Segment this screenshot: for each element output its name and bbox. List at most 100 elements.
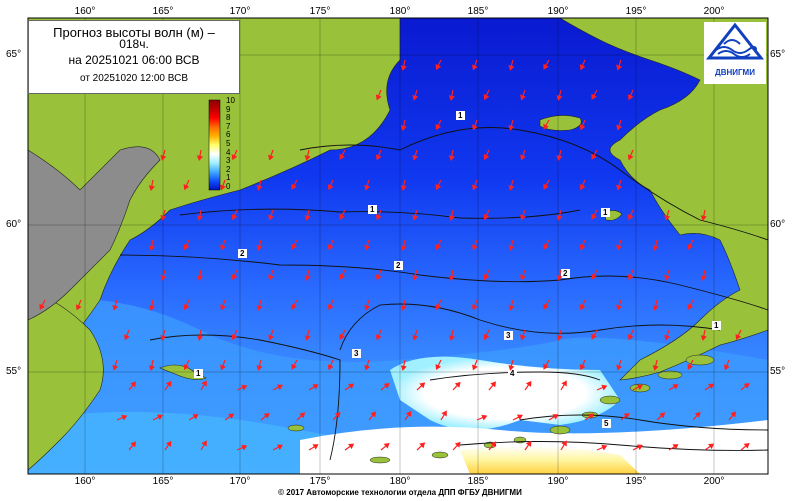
yellow-wave-area <box>460 446 640 474</box>
lon-label-top: 195° <box>625 6 647 17</box>
wave-arrow-head <box>112 304 119 311</box>
wave-arrow-head <box>556 155 563 161</box>
wave-arrow-head <box>520 214 526 221</box>
wave-arrow-head <box>616 244 623 251</box>
wave-arrow-head <box>543 243 549 250</box>
wave-arrow-head <box>627 94 634 101</box>
wave-arrow-head <box>708 383 715 390</box>
wave-arrow-head <box>435 63 442 70</box>
wave-arrow-head <box>543 303 549 310</box>
wave-arrow-head <box>471 184 478 191</box>
land-kamchatka <box>27 289 104 471</box>
wave-arrow-head <box>520 334 526 341</box>
wave-arrow-head <box>276 444 283 451</box>
wave-arrow-head <box>165 440 172 447</box>
wave-arrow-head <box>231 274 238 281</box>
wave-arrow-head <box>483 274 490 281</box>
lat-label-left: 60° <box>6 219 22 230</box>
lat-label-right: 65° <box>770 49 786 60</box>
wave-arrow-head <box>490 381 497 388</box>
wave-arrow-head <box>659 412 666 419</box>
wave-arrow-head <box>220 304 226 311</box>
wave-arrow-head <box>256 185 263 191</box>
wave-arrow-head <box>304 155 311 161</box>
wave-arrow-head <box>435 183 442 190</box>
wave-arrow-head <box>591 333 597 340</box>
wave-arrow-head <box>520 94 526 101</box>
high-wave-area <box>390 356 620 430</box>
wave-arrow-head <box>591 213 597 220</box>
wave-arrow-head <box>471 244 478 251</box>
wave-arrow-head <box>508 64 515 71</box>
wave-arrow-head <box>700 335 707 341</box>
graticule <box>28 18 768 474</box>
wave-arrow-head <box>579 364 586 371</box>
wave-arrow-head <box>327 364 334 371</box>
map-border <box>27 17 769 475</box>
wave-arrow-head <box>730 411 737 418</box>
lon-label-bottom: 170° <box>229 476 251 487</box>
wave-arrow-head <box>687 363 694 370</box>
wave-arrow-head <box>241 384 248 391</box>
contour-label: 2 <box>396 261 401 270</box>
wave-arrow-head <box>160 274 167 281</box>
wave-arrow-head <box>664 334 671 341</box>
wave-arrow-head <box>201 380 207 387</box>
wave-arrow-head <box>525 440 532 447</box>
wave-arrow-head <box>556 215 563 221</box>
wave-arrow-head <box>623 412 630 419</box>
legend-label: 2 <box>226 164 231 174</box>
wave-arrow-head <box>231 154 238 161</box>
wave-arrow-head <box>364 184 371 191</box>
wave-arrow-head <box>616 124 623 131</box>
wave-arrow-head <box>591 273 597 280</box>
title-forecast-time: на 20251021 06:00 ВСВ <box>68 53 200 67</box>
wave-arrow-head <box>448 95 455 101</box>
contour-2 <box>119 254 769 311</box>
wave-arrow-head <box>291 243 297 250</box>
wave-arrow-head <box>508 304 515 311</box>
contour-label-bg <box>602 419 611 428</box>
wave-arrow-head <box>579 184 586 191</box>
contour-3 <box>339 303 721 351</box>
lat-label-left: 65° <box>6 49 22 60</box>
wave-arrow-head <box>700 215 707 221</box>
wave-arrow-head <box>339 273 345 280</box>
legend-bar <box>208 99 221 191</box>
lon-label-top: 165° <box>152 6 174 17</box>
land-grey <box>27 146 161 321</box>
wave-arrow-head <box>375 94 382 101</box>
contour-label-bg <box>352 349 361 358</box>
lon-label-bottom: 165° <box>152 476 174 487</box>
land-st-lawrence <box>539 115 582 131</box>
wave-arrow-head <box>348 383 355 390</box>
wave-arrow-head <box>435 243 442 250</box>
wave-arrow-head <box>412 154 419 161</box>
wave-arrow-head <box>256 365 263 371</box>
wave-arrow-head <box>579 304 586 311</box>
lon-label-top: 180° <box>389 6 411 17</box>
wave-arrow-head <box>192 414 199 420</box>
contour-1 <box>299 127 769 241</box>
wave-arrow-head <box>627 214 634 221</box>
contour-label: 3 <box>506 331 511 340</box>
wave-arrow-head <box>471 124 478 131</box>
wave-arrow-head <box>256 305 263 311</box>
lon-label-bottom: 185° <box>467 476 489 487</box>
wave-arrow-head <box>743 442 750 449</box>
legend-label: 7 <box>226 121 231 131</box>
wave-arrow-head <box>304 335 311 341</box>
contour-label: 4 <box>510 369 515 378</box>
wave-arrow-head <box>556 275 563 281</box>
wave-arrow-head <box>299 412 306 419</box>
wave-arrow-head <box>508 124 515 131</box>
wave-arrow-head <box>400 125 407 131</box>
wave-arrow-head <box>591 93 597 100</box>
wave-arrow-head <box>160 154 167 161</box>
wave-arrow-head <box>664 214 671 221</box>
land-alaska <box>558 17 769 381</box>
lon-label-top: 185° <box>467 6 489 17</box>
wave-arrow-head <box>435 303 442 310</box>
contour-label-bg <box>238 249 247 258</box>
dvnigmi-logo: ДВНИГМИ <box>704 22 766 84</box>
